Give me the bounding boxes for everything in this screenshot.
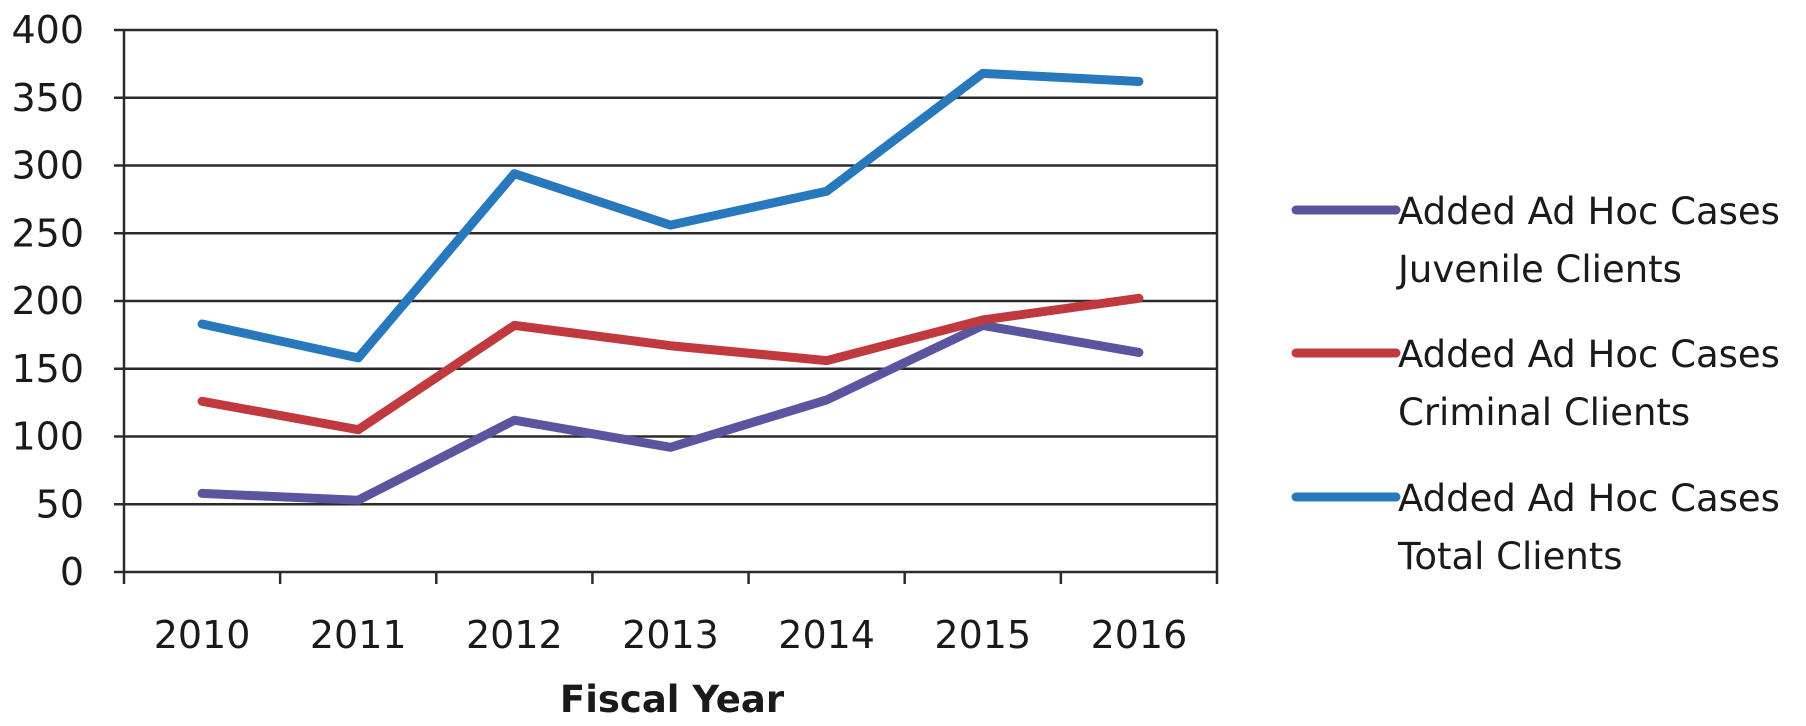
- y-tick-label: 200: [11, 279, 84, 323]
- x-tick-label: 2016: [1091, 613, 1188, 657]
- y-tick-label: 400: [11, 8, 84, 52]
- y-tick-label: 150: [11, 347, 84, 391]
- series-line-1: [197, 293, 1144, 435]
- gridlines: [114, 28, 1219, 574]
- legend-label: Juvenile Clients: [1396, 248, 1682, 291]
- x-tick-label: 2014: [778, 613, 875, 657]
- x-axis-ticks: 2010 2011 2012 2013 2014 2015 2016: [122, 572, 1219, 657]
- x-tick-label: 2011: [310, 613, 407, 657]
- y-tick-label: 0: [60, 550, 84, 594]
- x-tick-label: 2012: [466, 613, 563, 657]
- legend-label: Total Clients: [1397, 535, 1623, 578]
- legend-item: Added Ad Hoc Cases Criminal Clients: [1291, 333, 1780, 434]
- y-tick-label: 300: [11, 144, 84, 188]
- series-line-2: [197, 68, 1144, 363]
- series-lines: [197, 68, 1144, 505]
- x-tick-label: 2013: [622, 613, 719, 657]
- series-line-0: [197, 320, 1144, 505]
- legend-label: Added Ad Hoc Cases: [1398, 333, 1780, 376]
- legend-item: Added Ad Hoc Cases Total Clients: [1291, 477, 1780, 578]
- legend-label: Criminal Clients: [1398, 391, 1690, 434]
- x-axis-title: Fiscal Year: [560, 678, 785, 721]
- legend-label: Added Ad Hoc Cases: [1398, 190, 1780, 233]
- y-tick-label: 250: [11, 211, 84, 255]
- legend-item: Added Ad Hoc Cases Juvenile Clients: [1291, 190, 1780, 291]
- y-axis-ticks: 0 50 100 150 200 250 300 350 400: [11, 8, 84, 594]
- y-tick-label: 100: [11, 415, 84, 459]
- x-tick-label: 2015: [934, 613, 1031, 657]
- legend-label: Added Ad Hoc Cases: [1398, 477, 1780, 520]
- y-tick-label: 50: [36, 482, 84, 526]
- x-tick-label: 2010: [154, 613, 251, 657]
- y-tick-label: 350: [11, 76, 84, 120]
